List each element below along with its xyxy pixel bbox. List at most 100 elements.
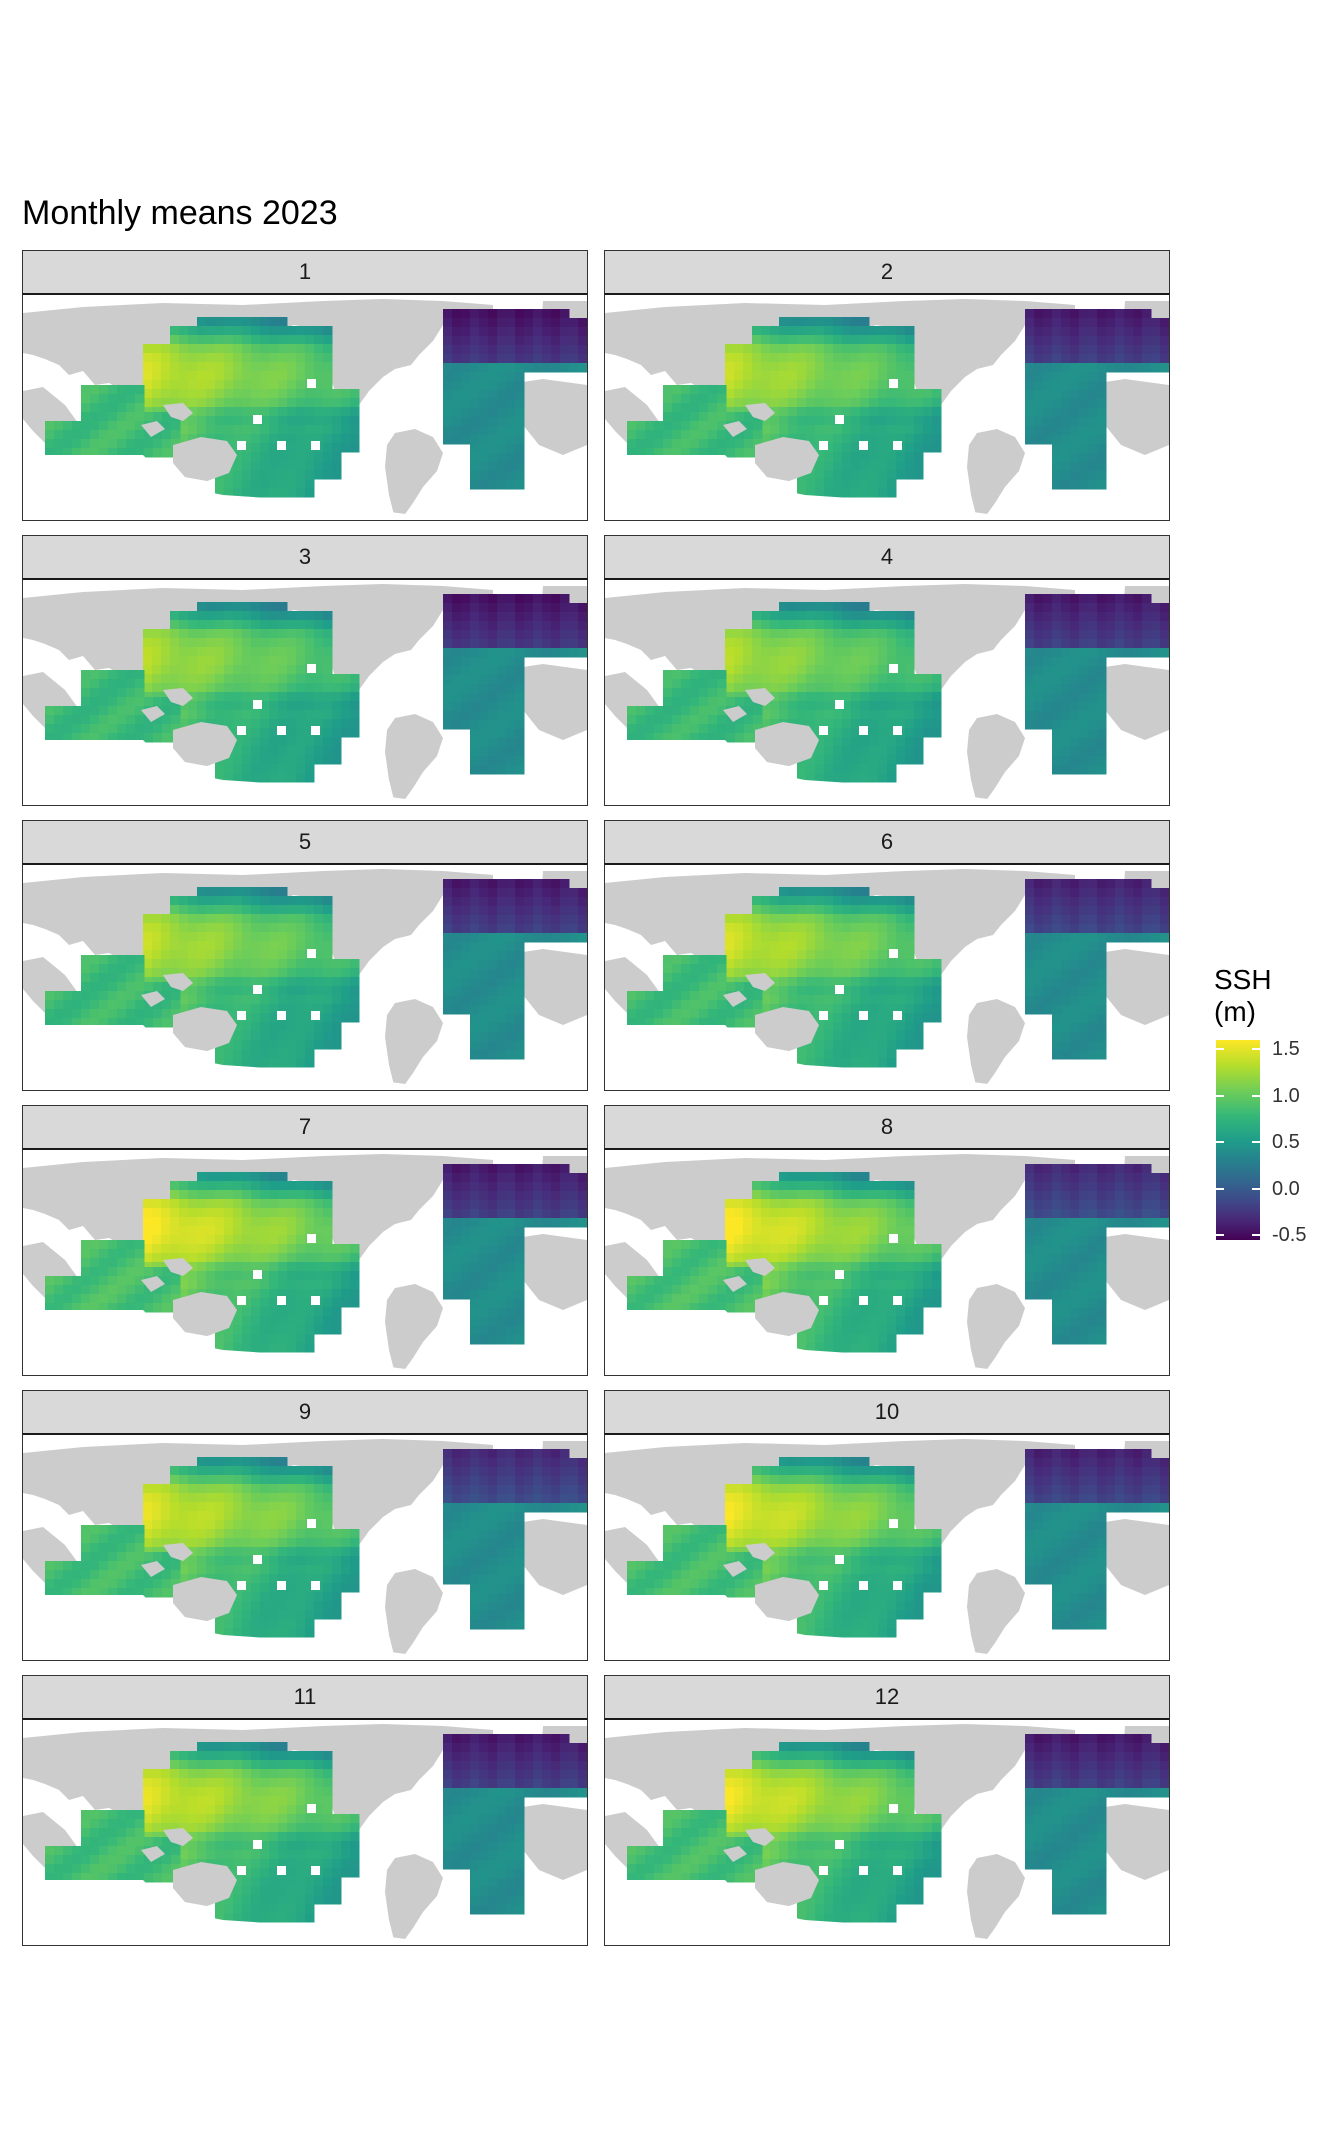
ssh-cell-atlantic [524, 621, 534, 631]
ssh-cell-pacific [314, 389, 324, 399]
ssh-cell-pacific [770, 362, 780, 372]
ssh-cell-atlantic [479, 960, 489, 970]
ssh-cell-pacific [788, 362, 798, 372]
ssh-cell-pacific [923, 434, 933, 444]
ssh-cell-pacific [860, 434, 870, 444]
ssh-map-svg [605, 869, 1169, 1090]
ssh-cell-atlantic [461, 915, 471, 925]
ssh-cell-pacific [314, 995, 324, 1005]
ssh-cell-indian [735, 412, 745, 422]
ssh-cell-pacific [341, 959, 351, 969]
ssh-cell-atlantic [497, 327, 507, 337]
ssh-cell-pacific [725, 959, 735, 969]
ssh-cell-pacific [323, 1199, 333, 1209]
ssh-cell-pacific [287, 1253, 297, 1263]
ssh-cell-pacific [278, 434, 288, 444]
ssh-cell-atlantic [1160, 345, 1169, 355]
ssh-cell-pacific [242, 968, 252, 978]
ssh-cell-pacific [851, 326, 861, 336]
ssh-cell-atlantic [470, 675, 480, 685]
ssh-cell-atlantic [506, 978, 516, 988]
ssh-cell-pacific [215, 773, 225, 783]
ssh-cell-pacific [278, 1307, 288, 1317]
ssh-cell-pacific [278, 353, 288, 363]
ssh-cell-pacific [806, 479, 816, 489]
ssh-cell-indian [690, 955, 700, 965]
ssh-cell-atlantic [470, 1254, 480, 1264]
ssh-cell-pacific [824, 968, 834, 978]
ssh-cell-atlantic [506, 1227, 516, 1237]
ssh-cell-pacific [350, 1262, 360, 1272]
ssh-cell-pacific [269, 416, 279, 426]
ssh-cell-atlantic [1052, 702, 1062, 712]
land-polygon [755, 722, 819, 766]
ssh-cell-pacific [197, 986, 207, 996]
ssh-cell-pacific [914, 692, 924, 702]
ssh-cell-atlantic [497, 1308, 507, 1318]
ssh-cell-pacific [170, 353, 180, 363]
ssh-cell-atlantic [443, 942, 453, 952]
ssh-cell-indian [144, 697, 154, 707]
ssh-cell-atlantic [1097, 408, 1107, 418]
island-gap [893, 726, 902, 735]
ssh-cell-atlantic [1043, 915, 1053, 925]
ssh-cell-atlantic [470, 453, 480, 463]
ssh-cell-pacific [314, 746, 324, 756]
ssh-cell-pacific [761, 326, 771, 336]
island-gap [889, 664, 898, 673]
ssh-cell-pacific [224, 1208, 234, 1218]
land-polygon [723, 706, 747, 722]
ssh-cell-pacific [869, 488, 879, 498]
ssh-cell-atlantic [533, 1164, 543, 1174]
ssh-cell-pacific [296, 1262, 306, 1272]
ssh-cell-atlantic [1097, 924, 1107, 934]
ssh-cell-pacific [914, 425, 924, 435]
ssh-cell-indian [690, 688, 700, 698]
ssh-cell-pacific [215, 1334, 225, 1344]
land-polygon [901, 584, 1075, 690]
ssh-cell-pacific [296, 995, 306, 1005]
ssh-cell-pacific [296, 755, 306, 765]
land-polygon [141, 1276, 165, 1292]
ssh-cell-pacific [188, 1181, 198, 1191]
ssh-cell-atlantic [1088, 630, 1098, 640]
ssh-cell-pacific [224, 398, 234, 408]
ssh-cell-pacific [242, 1226, 252, 1236]
ssh-cell-atlantic [1052, 318, 1062, 328]
ssh-cell-pacific [332, 1325, 342, 1335]
ssh-cell-atlantic [488, 648, 498, 658]
ssh-cell-atlantic [1142, 915, 1152, 925]
ssh-cell-pacific [143, 344, 153, 354]
ssh-cell-pacific [788, 602, 798, 612]
ssh-cell-pacific [269, 1040, 279, 1050]
ssh-cell-pacific [179, 968, 189, 978]
ssh-cell-atlantic [1151, 933, 1161, 943]
ssh-cell-atlantic [1034, 417, 1044, 427]
ssh-cell-indian [135, 697, 145, 707]
ssh-cell-indian [708, 1018, 718, 1028]
ssh-cell-indian [63, 448, 73, 458]
ssh-cell-pacific [296, 398, 306, 408]
ssh-cell-pacific [152, 353, 162, 363]
ssh-cell-pacific [824, 488, 834, 498]
ssh-cell-pacific [851, 434, 861, 444]
ssh-cell-pacific [314, 1316, 324, 1326]
ssh-cell-pacific [860, 488, 870, 498]
ssh-cell-indian [126, 955, 136, 965]
ssh-cell-pacific [815, 602, 825, 612]
ssh-cell-atlantic [443, 639, 453, 649]
ssh-cell-atlantic [479, 756, 489, 766]
ssh-cell-atlantic [479, 390, 489, 400]
ssh-cell-pacific [824, 398, 834, 408]
ssh-cell-pacific [743, 398, 753, 408]
ssh-cell-pacific [878, 683, 888, 693]
ssh-cell-pacific [287, 425, 297, 435]
ssh-cell-atlantic [1088, 942, 1098, 952]
ssh-cell-pacific [179, 647, 189, 657]
ssh-cell-indian [126, 697, 136, 707]
ssh-cell-pacific [341, 977, 351, 987]
ssh-cell-pacific [242, 764, 252, 774]
ssh-cell-pacific [779, 335, 789, 345]
ssh-cell-indian [117, 973, 127, 983]
ssh-cell-pacific [743, 389, 753, 399]
